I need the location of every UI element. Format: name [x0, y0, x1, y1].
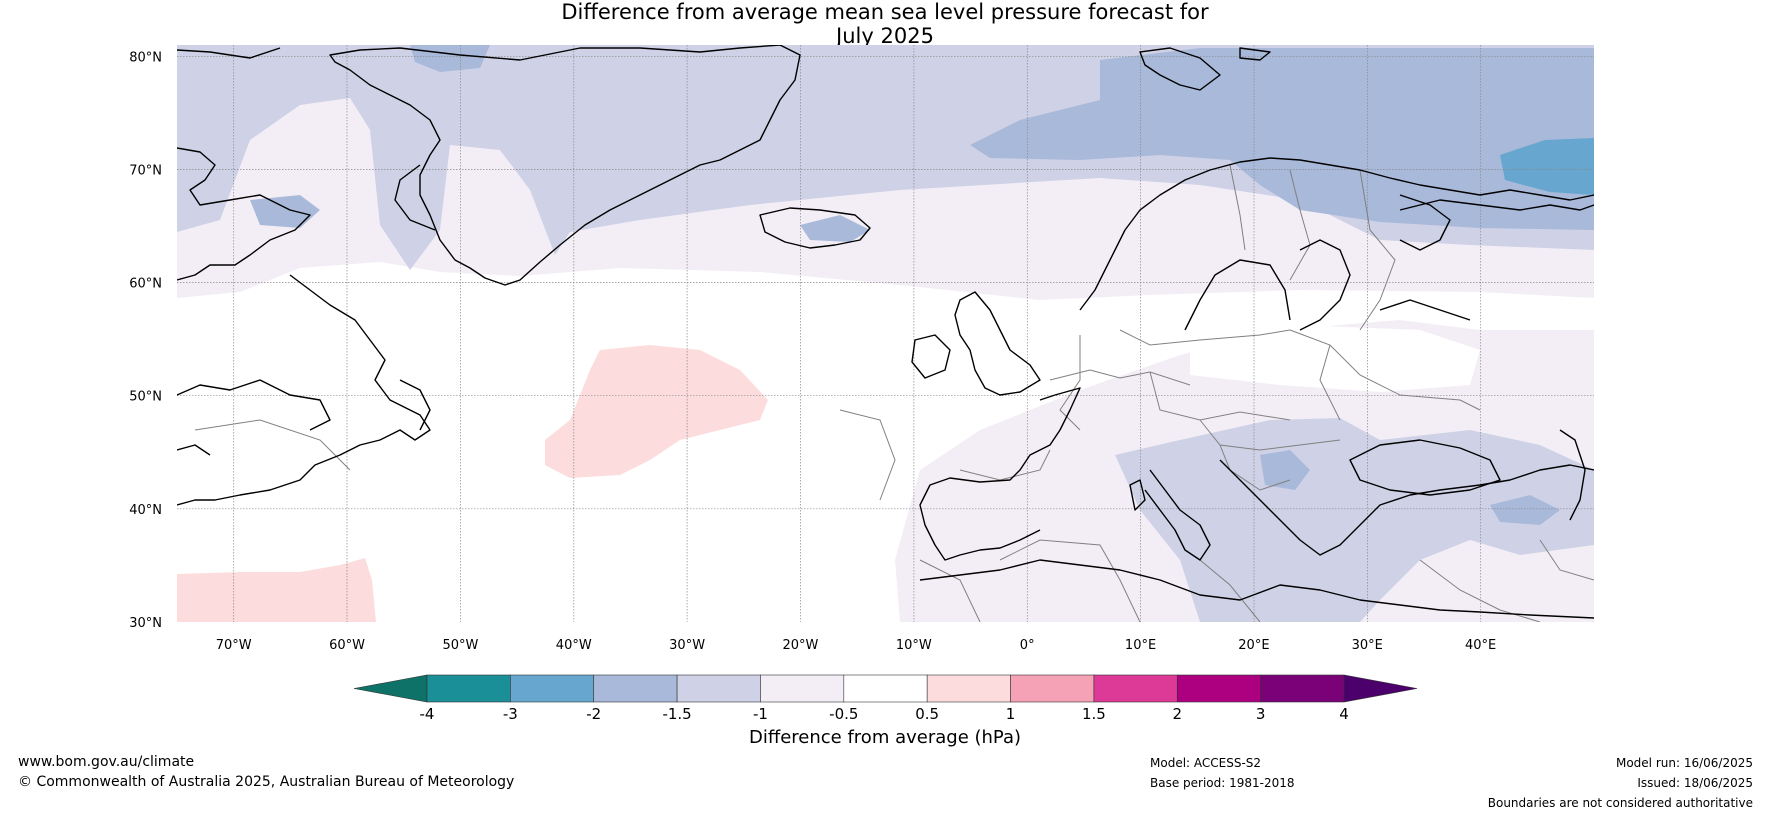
copyright-text: © Commonwealth of Australia 2025, Austra… [18, 774, 515, 790]
longitude-label: 30°E [1352, 638, 1383, 653]
colorbar-tick-label: -3 [503, 705, 518, 723]
gridlines [177, 45, 1594, 622]
coastlines [177, 45, 1594, 619]
model-name: Model: ACCESS-S2 [1150, 756, 1262, 770]
longitude-labels: 70°W 60°W 50°W 40°W 30°W 20°W 10°W 0° 10°E 20°E 30… [216, 638, 1497, 653]
anomaly-region-minus-1-5-iceland [800, 215, 870, 242]
colorbar-swatch [676, 674, 761, 703]
boundaries-disclaimer: Boundaries are not considered authoritat… [1487, 796, 1753, 810]
anomaly-region-minus-1-5-balkans [1260, 450, 1310, 490]
longitude-label: 0° [1020, 638, 1035, 653]
longitude-label: 10°W [896, 638, 932, 653]
colorbar-tick-label: 0.5 [915, 705, 939, 723]
issued-date: Issued: 18/06/2025 [1637, 776, 1753, 790]
latitude-label: 40°N [129, 503, 162, 518]
website-link[interactable]: www.bom.gov.au/climate [18, 754, 195, 770]
longitude-label: 50°W [442, 638, 478, 653]
anomaly-region-minus-1-5-greenland [250, 195, 320, 228]
colorbar-swatch [1093, 674, 1178, 703]
latitude-label: 60°N [129, 277, 162, 292]
colorbar-overflow [1343, 674, 1418, 703]
anomaly-region-mediterranean-minus-1 [1115, 418, 1594, 622]
longitude-label: 10°E [1125, 638, 1156, 653]
colorbar-swatch [1260, 674, 1345, 703]
colorbar-tick-label: 2 [1172, 705, 1182, 723]
colorbar-underflow [353, 674, 428, 703]
base-period: Base period: 1981-2018 [1150, 776, 1295, 790]
colorbar-tick-label: -2 [586, 705, 601, 723]
colorbar-swatch [510, 674, 595, 703]
longitude-label: 60°W [329, 638, 365, 653]
model-run-date: Model run: 16/06/2025 [1615, 756, 1753, 770]
latitude-label: 50°N [129, 390, 162, 405]
latitude-labels: 80°N 70°N 60°N 50°N 40°N 30°N [129, 50, 162, 631]
anomaly-region-plus-0-5-atlantic [545, 345, 768, 478]
colorbar-tick-label: -1.5 [662, 705, 691, 723]
map-title: Difference from average mean sea level p… [0, 0, 1770, 48]
longitude-label: 20°E [1238, 638, 1269, 653]
anomaly-region-minus-2 [1500, 138, 1594, 195]
colorbar-tick-label: 4 [1339, 705, 1349, 723]
colorbar-tick-label: 3 [1256, 705, 1266, 723]
colorbar-swatch [926, 674, 1011, 703]
colorbar-swatch [426, 674, 511, 703]
colorbar-swatch [1176, 674, 1261, 703]
country-borders [194, 164, 1594, 622]
neutral-region-central-europe [1190, 325, 1480, 392]
colorbar-tick-label: -1 [753, 705, 768, 723]
colorbar-tick-label: -4 [420, 705, 435, 723]
colorbar-tick-label: 1 [1006, 705, 1016, 723]
colorbar: -4 -3 -2 -1.5 -1 -0.5 0.5 1 1.5 2 3 4 [353, 674, 1418, 723]
longitude-label: 40°E [1465, 638, 1496, 653]
colorbar-swatch [593, 674, 678, 703]
colorbar-tick-label: 1.5 [1082, 705, 1106, 723]
colorbar-swatch [1010, 674, 1095, 703]
map-title-line1: Difference from average mean sea level p… [561, 0, 1209, 24]
map-plot-area [177, 45, 1594, 622]
longitude-label: 30°W [669, 638, 705, 653]
colorbar-swatch [760, 674, 845, 703]
anomaly-region-minus-1-5-caspian [1490, 495, 1560, 525]
map-title-line2: July 2025 [836, 24, 934, 48]
longitude-label: 40°W [556, 638, 592, 653]
anomaly-region-minus-1-5-east [970, 48, 1594, 230]
longitude-label: 70°W [216, 638, 252, 653]
anomaly-region-plus-0-5-southwest [177, 558, 376, 622]
latitude-label: 30°N [129, 616, 162, 631]
colorbar-title: Difference from average (hPa) [748, 727, 1022, 748]
longitude-label: 20°W [783, 638, 819, 653]
latitude-label: 70°N [129, 163, 162, 178]
colorbar-swatch [843, 674, 928, 703]
latitude-label: 80°N [129, 50, 162, 65]
colorbar-tick-label: -0.5 [829, 705, 858, 723]
